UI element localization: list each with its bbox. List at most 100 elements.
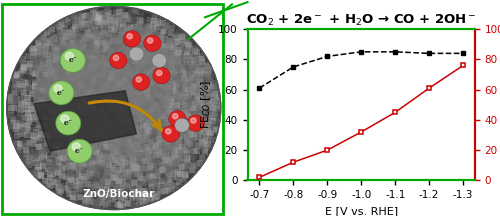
Point xyxy=(24,97,32,100)
Circle shape xyxy=(52,35,198,173)
Point xyxy=(176,56,184,59)
Point xyxy=(129,142,137,145)
Point xyxy=(119,205,127,208)
Circle shape xyxy=(54,85,62,92)
Point xyxy=(19,66,27,69)
Point xyxy=(126,160,134,164)
Point xyxy=(192,122,200,126)
Point xyxy=(50,100,58,103)
Point xyxy=(33,61,41,64)
Point xyxy=(181,61,189,65)
Point xyxy=(188,102,196,105)
Point xyxy=(123,184,131,187)
Point xyxy=(81,172,89,175)
Point xyxy=(75,28,83,32)
Point xyxy=(60,152,68,155)
Point xyxy=(104,100,112,103)
Point xyxy=(86,152,94,156)
Point xyxy=(160,151,168,155)
Point xyxy=(206,132,214,135)
Point xyxy=(126,102,134,105)
Point xyxy=(165,147,173,150)
Point xyxy=(124,38,132,42)
Point xyxy=(76,49,84,53)
Point xyxy=(144,160,152,163)
Point xyxy=(110,39,118,42)
Point xyxy=(155,92,163,95)
Point xyxy=(116,118,124,121)
Point xyxy=(93,55,101,59)
Point xyxy=(82,175,90,178)
Point xyxy=(86,105,94,108)
Point xyxy=(212,122,220,125)
Point xyxy=(140,42,148,45)
Text: e⁻: e⁻ xyxy=(68,56,77,65)
Point xyxy=(32,172,40,175)
Point xyxy=(178,157,186,161)
Point xyxy=(118,160,126,163)
Point xyxy=(110,70,118,73)
Point xyxy=(82,79,90,82)
Point xyxy=(178,153,186,156)
Point xyxy=(139,129,147,133)
Point xyxy=(32,44,40,48)
Point xyxy=(118,157,126,161)
Point xyxy=(80,97,88,101)
Point xyxy=(96,185,104,188)
Point xyxy=(143,26,151,30)
Point xyxy=(78,83,86,87)
Point xyxy=(172,148,179,151)
Point xyxy=(77,182,85,185)
Point xyxy=(166,26,174,29)
Point xyxy=(122,60,130,64)
Point xyxy=(88,141,96,145)
Point xyxy=(34,174,42,178)
Point xyxy=(30,150,38,154)
Point xyxy=(28,133,36,137)
Point xyxy=(12,91,20,95)
Point xyxy=(62,84,70,88)
Point xyxy=(176,165,184,169)
Point xyxy=(94,161,102,164)
Point xyxy=(43,169,51,172)
Point xyxy=(109,32,117,36)
Point xyxy=(182,131,190,135)
Point xyxy=(112,58,120,62)
Circle shape xyxy=(156,70,162,76)
Point xyxy=(148,48,156,51)
Point xyxy=(82,13,90,17)
Point xyxy=(173,129,181,133)
Point xyxy=(130,118,138,122)
Point xyxy=(214,99,222,103)
Point xyxy=(75,199,83,203)
Point xyxy=(150,80,158,84)
Point xyxy=(168,64,176,67)
Point xyxy=(136,127,143,131)
Point xyxy=(18,132,26,135)
Point xyxy=(101,91,109,94)
Point xyxy=(172,35,179,38)
Point xyxy=(200,134,208,137)
Point xyxy=(54,105,62,109)
Point xyxy=(144,75,152,78)
Point xyxy=(127,179,135,183)
Point xyxy=(126,177,134,181)
Point xyxy=(172,158,180,161)
Point xyxy=(176,48,184,52)
Point xyxy=(155,27,163,31)
Point xyxy=(204,139,212,143)
Point xyxy=(92,82,100,86)
Point xyxy=(152,51,160,54)
Point xyxy=(54,160,62,164)
Point xyxy=(175,51,183,54)
Point xyxy=(73,157,81,161)
Point xyxy=(134,41,142,45)
Point xyxy=(47,73,55,76)
Point xyxy=(158,112,166,115)
Point xyxy=(114,107,122,111)
Point xyxy=(73,145,81,148)
Point xyxy=(181,171,189,174)
Point xyxy=(130,181,138,185)
Point xyxy=(126,89,134,92)
Point xyxy=(68,166,76,169)
